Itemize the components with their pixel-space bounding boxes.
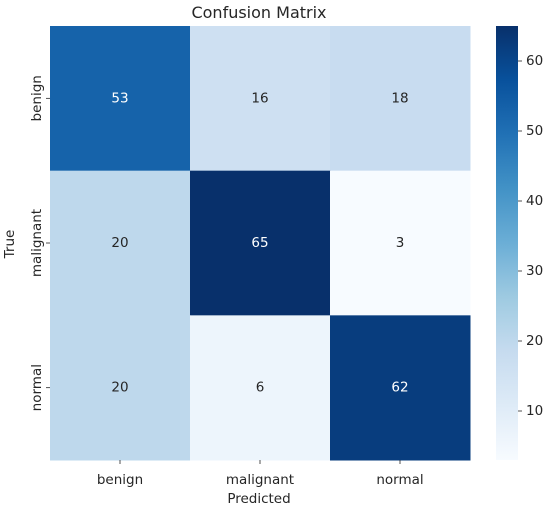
cell-value-label: 3 bbox=[396, 235, 405, 251]
heatmap-cell-malignant-malignant bbox=[190, 170, 331, 316]
y-axis-label: True bbox=[2, 230, 18, 260]
x-tick-label-benign: benign bbox=[97, 472, 143, 488]
heatmap-cell-malignant-benign bbox=[50, 170, 191, 316]
colorbar-tick-label: 20 bbox=[526, 333, 543, 349]
cell-value-label: 62 bbox=[391, 380, 408, 396]
x-tick-label-normal: normal bbox=[376, 472, 423, 488]
colorbar bbox=[496, 26, 518, 460]
cell-value-label: 20 bbox=[111, 380, 128, 396]
colorbar-tick-label: 10 bbox=[526, 403, 543, 419]
heatmap-cell-benign-normal bbox=[330, 26, 471, 172]
cell-value-label: 16 bbox=[251, 90, 268, 106]
cell-value-label: 20 bbox=[111, 235, 128, 251]
heatmap-cell-normal-benign bbox=[50, 315, 191, 461]
x-axis-label: Predicted bbox=[227, 491, 290, 507]
colorbar-tick-label: 30 bbox=[526, 263, 543, 279]
chart-title: Confusion Matrix bbox=[191, 3, 326, 22]
heatmap-cell-normal-malignant bbox=[190, 315, 331, 461]
colorbar-tick-label: 60 bbox=[526, 53, 543, 69]
heatmap-cell-benign-benign bbox=[50, 26, 191, 172]
heatmap-cell-malignant-normal bbox=[330, 170, 471, 316]
heatmap-cell-benign-malignant bbox=[190, 26, 331, 172]
y-tick-label-malignant: malignant bbox=[29, 209, 45, 277]
y-tick-label-normal: normal bbox=[29, 364, 45, 411]
cell-value-label: 53 bbox=[111, 90, 128, 106]
heatmap-cells: 53 16 18 20 65 3 20 6 62 bbox=[50, 26, 471, 461]
colorbar-tick-label: 50 bbox=[526, 123, 543, 139]
cell-value-label: 65 bbox=[251, 235, 268, 251]
colorbar-tick-label: 40 bbox=[526, 193, 543, 209]
cell-value-label: 6 bbox=[256, 380, 265, 396]
y-tick-label-benign: benign bbox=[29, 75, 45, 121]
x-tick-labels: benign malignant normal bbox=[97, 460, 424, 488]
heatmap-cell-normal-normal bbox=[330, 315, 471, 461]
cell-value-label: 18 bbox=[391, 90, 408, 106]
x-tick-label-malignant: malignant bbox=[226, 472, 294, 488]
y-tick-labels: benign malignant normal bbox=[29, 75, 50, 411]
colorbar-ticks: 10 20 30 40 50 60 bbox=[518, 53, 543, 419]
